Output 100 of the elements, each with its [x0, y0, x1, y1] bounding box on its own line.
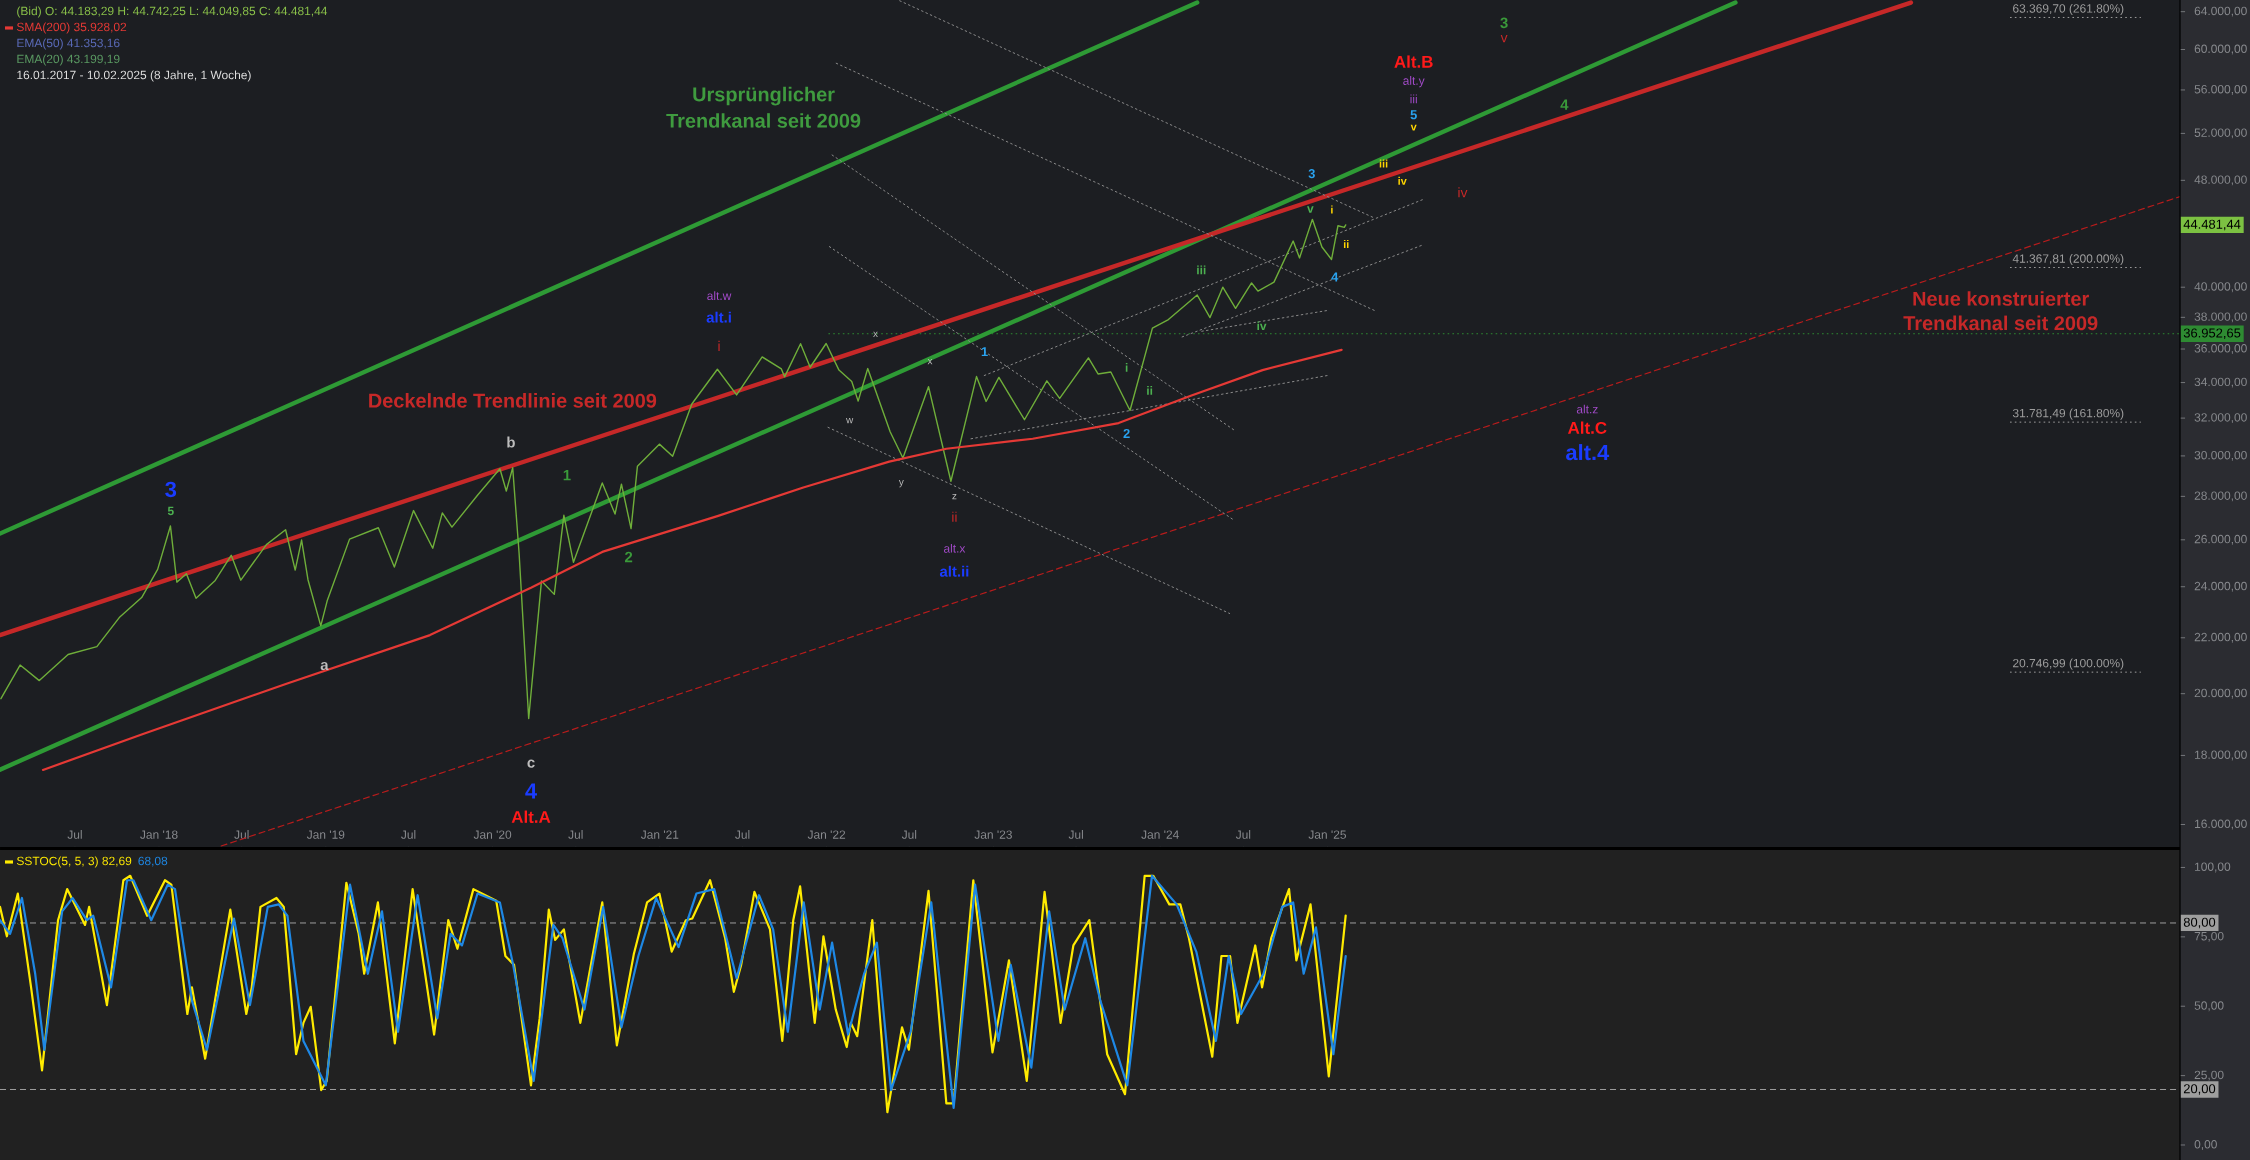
annotation: alt.w	[707, 291, 732, 301]
x-tick-label: Jul	[67, 830, 82, 839]
y-tick-label: 100,00	[2195, 862, 2231, 873]
annotation: iii	[1379, 159, 1388, 168]
y-tick-label: 75,00	[2194, 931, 2224, 942]
y-tick-label: 28.000,00	[2194, 491, 2247, 502]
annotation: i	[1125, 363, 1128, 372]
annotation: 1	[981, 347, 988, 357]
annotation: iii	[1410, 94, 1417, 104]
annotation: 4	[1331, 272, 1339, 282]
y-tick-label: 36.000,00	[2194, 344, 2247, 354]
x-tick-label: Jan '21	[640, 830, 679, 839]
x-tick-label: Jul	[234, 830, 249, 839]
legend-label: SMA(200) 35.928,02	[16, 22, 127, 34]
x-tick-label: Jul	[901, 830, 917, 839]
annotation: 1	[563, 469, 571, 481]
annotation: alt.4	[1566, 444, 1610, 461]
y-tick-label: 25,00	[2194, 1070, 2224, 1081]
annotation: Ursprünglicher	[693, 86, 835, 106]
annotation: 3	[1500, 17, 1508, 29]
annotation: 4	[1560, 99, 1569, 110]
y-tick-label: 34.000,00	[2194, 377, 2247, 388]
annotation: Neue konstruierter	[1913, 291, 2089, 306]
y-tick-label: 0,00	[2194, 1140, 2217, 1150]
x-tick-label: Jan '20	[473, 830, 512, 839]
annotation: 2	[625, 551, 633, 563]
x-tick-label: Jan '25	[1308, 830, 1347, 839]
annotation: ii	[1147, 386, 1153, 395]
x-tick-label: Jan '18	[140, 830, 178, 839]
y-tick-label: 52.000,00	[2194, 128, 2247, 139]
y-tick-label: 48.000,00	[2194, 175, 2247, 186]
ref-line-label: 20.746,99 (100.00%)	[2013, 658, 2124, 670]
x-tick-label: Jan '22	[807, 830, 846, 839]
annotation: a	[320, 661, 329, 671]
y-tick-label: 16.000,00	[2195, 819, 2247, 830]
annotation: Alt.B	[1394, 55, 1433, 68]
annotation: 3	[165, 481, 177, 498]
annotation: Deckelnde Trendlinie seit 2009	[369, 393, 657, 408]
y-tick-label: 20.000,00	[2194, 688, 2247, 699]
y-tick-label: 24.000,00	[2194, 581, 2247, 592]
annotation: i	[718, 340, 720, 351]
y-tick-label: 38.000,00	[2194, 312, 2247, 323]
text: (Bid) O: 44.183,29 H: 44.742,25 L: 44.049,85 C: 44.481,44	[17, 6, 328, 18]
text: 16.01.2017 - 10.02.2025 (8 Jahre, 1 Woche)	[17, 70, 251, 82]
annotation: alt.y	[1403, 76, 1425, 88]
annotation: iv	[1257, 321, 1267, 331]
annotation: c	[527, 759, 535, 768]
ref-line-label: 36.952,65	[2183, 328, 2241, 340]
x-tick-label: Jul	[735, 830, 750, 839]
y-tick-label: 26.000,00	[2194, 534, 2247, 545]
x-tick-label: Jan '19	[306, 830, 345, 839]
y-tick-label: 56.000,00	[2194, 85, 2247, 95]
annotation: v	[1307, 206, 1314, 213]
annotation: v	[1500, 34, 1508, 43]
annotation: Trendkanal seit 2009	[1903, 315, 2098, 331]
y-tick-label: 64.000,00	[2194, 6, 2247, 17]
annotation: 4	[525, 783, 537, 799]
ref-line-label: 80,00	[2183, 917, 2216, 929]
y-tick-label: 22.000,00	[2194, 632, 2247, 643]
annotation: 5	[167, 506, 174, 516]
y-tick-label: 30.000,00	[2194, 450, 2247, 461]
annotation: w	[846, 417, 854, 424]
annotation: iv	[1398, 176, 1407, 185]
x-tick-label: Jul	[1068, 830, 1083, 839]
y-tick-label: 32.000,00	[2194, 413, 2247, 424]
ref-line-label: 31.781,49 (161.80%)	[2012, 408, 2124, 420]
y-tick-label: 18.000,00	[2195, 750, 2247, 761]
y-tick-label: 60.000,00	[2194, 44, 2247, 55]
annotation: EMA(20) 43.199,19	[17, 54, 120, 66]
x-tick-label: Jul	[1235, 830, 1251, 839]
annotation: alt.x	[943, 543, 966, 553]
annotation: iii	[1197, 265, 1206, 275]
text: 44.481,44	[2183, 219, 2241, 231]
y-tick-label: 50,00	[2194, 1001, 2224, 1012]
legend-label: SSTOC(5, 5, 3) 82,69	[16, 856, 132, 868]
annotation: 5	[1410, 110, 1417, 120]
y-tick-label: 40.000,00	[2194, 282, 2247, 293]
annotation: Alt.C	[1567, 421, 1607, 434]
annotation: Trendkanal seit 2009	[666, 113, 861, 128]
annotation: z	[952, 493, 957, 500]
annotation: b	[507, 436, 515, 448]
annotation: x	[873, 331, 878, 338]
annotation: alt.ii	[939, 565, 969, 577]
annotation: 2	[1123, 428, 1130, 438]
x-tick-label: Jan '24	[1141, 830, 1179, 839]
x-tick-label: Jul	[401, 830, 416, 839]
annotation: ii	[952, 511, 957, 522]
annotation: 3	[1308, 169, 1315, 179]
annotation: ii	[1343, 239, 1349, 248]
annotation: alt.i	[706, 311, 731, 323]
annotation: Alt.A	[511, 810, 551, 823]
annotation: EMA(50) 41.353,16	[17, 38, 120, 50]
annotation: iv	[1458, 187, 1468, 198]
annotation: v	[1410, 124, 1417, 131]
x-tick-label: Jul	[568, 830, 583, 839]
annotation: x	[927, 359, 933, 365]
ref-line-label: 41.367,81 (200.00%)	[2012, 253, 2124, 266]
annotation: y	[898, 480, 904, 488]
series-label: 68,08	[138, 856, 168, 867]
annotation: alt.z	[1576, 404, 1598, 414]
